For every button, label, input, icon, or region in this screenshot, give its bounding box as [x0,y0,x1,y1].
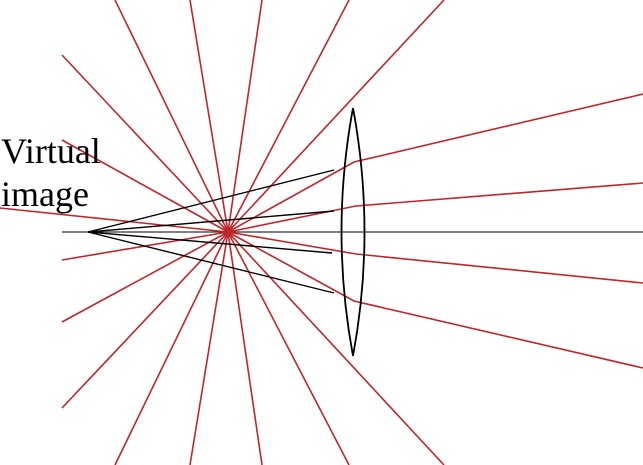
construction-line-4 [87,231,335,294]
ray-14 [227,231,263,465]
ray-13 [189,231,229,465]
ray-through-lens-3 [227,231,643,284]
virtual-image-label-line2: image [1,174,89,214]
construction-line-3 [87,231,333,254]
construction-line-2 [87,210,335,233]
construction-line-1 [87,169,335,233]
ray-through-lens-2 [227,182,643,233]
ray-12 [114,231,229,465]
virtual-image-label-line1: Virtual [1,131,101,171]
ray-6 [61,54,229,233]
ray-5 [227,0,445,233]
ray-16 [227,231,445,465]
ray-7 [61,139,229,233]
ray-11 [61,231,229,409]
ray-through-lens-1 [227,93,643,233]
virtual-image-construction-lines [87,169,335,294]
ray-1 [114,0,229,233]
ray-15 [227,231,350,465]
ray-3 [227,0,263,233]
ray-8 [0,207,229,233]
ray-10 [61,231,229,323]
ray-2 [189,0,229,233]
ray-through-lens-4 [227,231,643,369]
ray-4 [227,0,350,233]
convex-lens [340,107,366,357]
